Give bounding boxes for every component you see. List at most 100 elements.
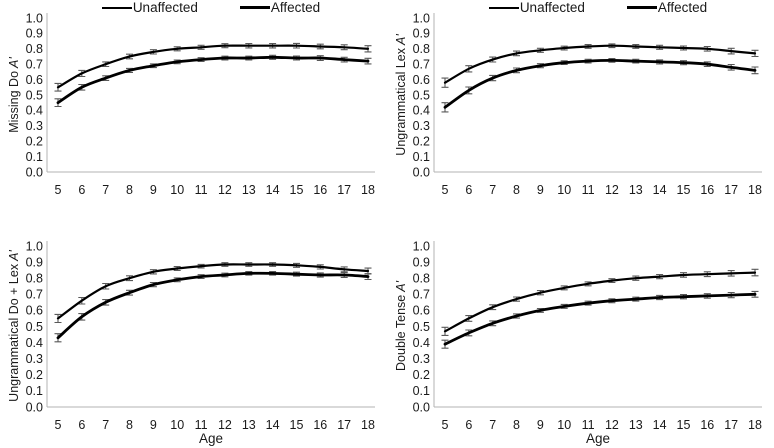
- x-tick-label: 8: [513, 183, 520, 197]
- x-tick-label: 8: [126, 418, 133, 432]
- legend-label-affected: Affected: [270, 0, 321, 15]
- y-tick-label: 0.9: [413, 27, 430, 41]
- x-tick-label: 7: [102, 418, 109, 432]
- y-tick-label: 0.6: [413, 304, 430, 318]
- x-tick-label: 15: [290, 183, 304, 197]
- error-bar-path: [441, 57, 759, 113]
- chart-ungrammatical-lex: Unaffected Affected Ungrammatical LexA' …: [387, 0, 774, 224]
- y-tick-label: 0.4: [26, 104, 43, 118]
- plot-canvas-double-tense: 0.0 0.1 0.2 0.3 0.4 0.5 0.6 0.7 0.8 0.9 1.0 5 6 7 8 9 10…: [413, 239, 762, 432]
- x-tick-label: 6: [78, 183, 85, 197]
- error-bar-path: [441, 290, 759, 349]
- x-tick-label: 12: [218, 418, 232, 432]
- chart-ungrammatical-do-lex: Ungrammatical Do + LexA' 0.0 0.1 0.2 0.3 0.4…: [0, 224, 387, 448]
- x-tick-labels: 5 6 7 8 9 10 11 12 13 14 15 16 17 18: [442, 183, 762, 197]
- y-tick-label: 0.0: [26, 400, 43, 414]
- error-bars-unaffected: [54, 42, 372, 92]
- y-tick-label: 0.7: [26, 58, 43, 72]
- legend-item-affected: Affected: [626, 0, 707, 15]
- y-tick-label: 0.8: [413, 42, 430, 56]
- x-tick-label: 6: [465, 183, 472, 197]
- plot-canvas-ungrammatical-do-lex: 0.0 0.1 0.2 0.3 0.4 0.5 0.6 0.7 0.8 0.9 1.0 5 6 7 8 9 10…: [26, 239, 375, 432]
- unaffected-line-swatch-icon: [488, 6, 519, 9]
- x-tick-label: 7: [102, 183, 109, 197]
- y-tick-label: 0.3: [26, 352, 43, 366]
- affected-line-swatch-icon: [626, 6, 657, 9]
- legend: Unaffected Affected: [47, 0, 375, 15]
- y-tick-label: 1.0: [413, 239, 430, 253]
- legend-label-unaffected: Unaffected: [519, 0, 585, 15]
- y-tick-label: 0.2: [413, 368, 430, 382]
- y-tick-label: 0.0: [26, 165, 43, 179]
- axes: [433, 13, 762, 173]
- legend-label-unaffected: Unaffected: [132, 0, 198, 15]
- x-tick-labels: 5 6 7 8 9 10 11 12 13 14 15 16 17 18: [55, 183, 375, 197]
- x-tick-label: 10: [170, 183, 184, 197]
- x-tick-label: 11: [195, 183, 208, 197]
- x-tick-label: 10: [170, 418, 184, 432]
- y-tick-label: 0.7: [413, 58, 430, 72]
- x-tick-label: 17: [337, 418, 351, 432]
- axes: [46, 241, 375, 408]
- series-line-unaffected: [443, 44, 757, 84]
- x-tick-label: 15: [290, 418, 304, 432]
- y-tick-label: 0.8: [26, 42, 43, 56]
- x-tick-label: 18: [748, 418, 762, 432]
- x-tick-label: 11: [582, 183, 595, 197]
- x-tick-label: 14: [653, 183, 667, 197]
- x-axis-title: Age: [585, 431, 611, 446]
- plot-canvas-missing-do: 0.00.10.2 0.30.4 0.50.60.7 0.80.9 1.0 5 6 7 8 9 10…: [26, 11, 375, 197]
- chart-missing-do: Unaffected Affected Missing DoA' 0.0 0.1 0…: [0, 0, 387, 224]
- y-tick-label: 0.1: [413, 150, 430, 164]
- x-tick-label: 12: [605, 418, 619, 432]
- axes: [46, 13, 375, 173]
- x-tick-label: 15: [677, 418, 691, 432]
- series-line-affected: [443, 59, 757, 109]
- unaffected-line-swatch-icon: [101, 6, 132, 9]
- x-tick-label: 9: [150, 183, 157, 197]
- y-tick-label: 0.3: [413, 352, 430, 366]
- y-tick-label: 0.6: [26, 73, 43, 87]
- y-tick-label: 0.8: [26, 272, 43, 286]
- plot-canvas-ungrammatical-lex: 0.00.10.2 0.30.4 0.50.60.7 0.80.9 1.0 5 6 7 8 9 10…: [413, 11, 762, 197]
- x-tick-label: 5: [442, 183, 449, 197]
- y-tick-label: 0.0: [413, 400, 430, 414]
- chart-double-tense: Double TenseA' 0.0 0.1 0.2 0.3 0.4 0.5 0.6 0.7 0…: [387, 224, 774, 448]
- x-tick-label: 17: [724, 418, 738, 432]
- affected-line-swatch-icon: [239, 6, 270, 9]
- x-tick-label: 13: [629, 418, 643, 432]
- y-tick-label: 0.9: [413, 255, 430, 269]
- error-bar-path: [54, 54, 372, 108]
- x-tick-label: 17: [337, 183, 351, 197]
- x-tick-label: 6: [465, 418, 472, 432]
- x-tick-labels: 5 6 7 8 9 10 11 12 13 14 15 16 17 18: [55, 418, 375, 432]
- x-tick-label: 16: [313, 183, 327, 197]
- x-axis-title: Age: [198, 431, 224, 446]
- y-tick-label: 0.4: [26, 336, 43, 350]
- error-bars-affected: [441, 57, 759, 113]
- x-tick-label: 18: [361, 183, 375, 197]
- error-bar-path: [54, 42, 372, 92]
- y-tick-labels: 0.0 0.1 0.2 0.3 0.4 0.5 0.6 0.7 0.8 0.9 1.0: [26, 239, 43, 414]
- series-line-affected: [443, 292, 757, 346]
- y-tick-label: 0.1: [26, 150, 43, 164]
- x-tick-label: 17: [724, 183, 738, 197]
- y-tick-label: 0.7: [413, 288, 430, 302]
- x-tick-label: 9: [150, 418, 157, 432]
- error-bar-path: [54, 271, 372, 343]
- error-bars-unaffected: [54, 262, 372, 324]
- x-tick-label: 5: [442, 418, 449, 432]
- x-tick-label: 13: [242, 418, 256, 432]
- y-tick-label: 0.0: [413, 165, 430, 179]
- legend-item-affected: Affected: [239, 0, 321, 15]
- x-tick-label: 8: [126, 183, 133, 197]
- y-tick-label: 0.5: [413, 88, 430, 102]
- x-tick-label: 7: [489, 183, 496, 197]
- y-tick-label: 0.2: [26, 135, 43, 149]
- error-bars-affected: [54, 271, 372, 343]
- x-tick-label: 14: [266, 418, 280, 432]
- error-bars-affected: [54, 54, 372, 108]
- x-tick-label: 16: [313, 418, 327, 432]
- y-tick-label: 0.5: [26, 88, 43, 102]
